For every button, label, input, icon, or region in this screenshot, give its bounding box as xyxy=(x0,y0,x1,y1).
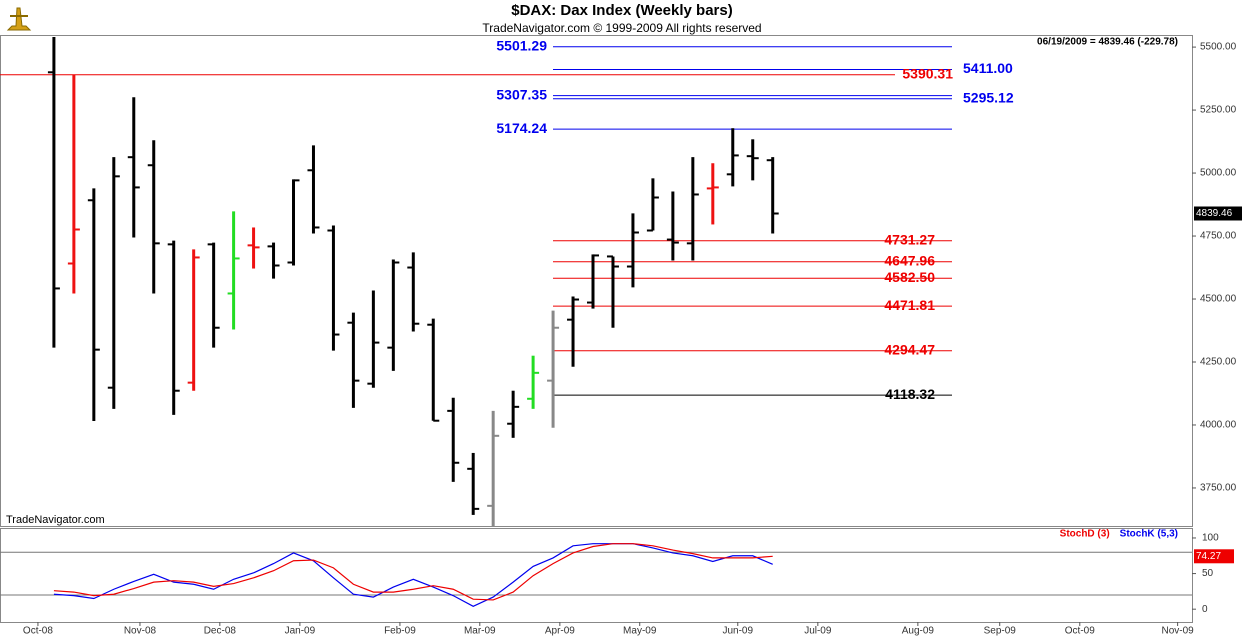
x-tick-label: Apr-09 xyxy=(545,626,575,637)
level-label: 4294.47 xyxy=(884,341,935,357)
level-label: 4647.96 xyxy=(884,252,935,268)
y-tick-label: 5250.00 xyxy=(1200,105,1237,116)
last-value-label: 74.27 xyxy=(1196,551,1221,562)
y-tick-label: 4500.00 xyxy=(1200,294,1237,305)
last-price-label: 4839.46 xyxy=(1196,208,1233,219)
chart-subtitle: TradeNavigator.com © 1999-2009 All right… xyxy=(482,21,761,35)
y-tick-label: 5000.00 xyxy=(1200,168,1237,179)
level-label: 5174.24 xyxy=(496,120,547,136)
x-tick-label: Sep-09 xyxy=(984,626,1017,637)
price-panel xyxy=(0,35,1193,527)
last-price-box xyxy=(1194,206,1242,221)
x-tick-label: Dec-08 xyxy=(204,626,237,637)
x-tick-label: Nov-09 xyxy=(1161,626,1194,637)
indicator-panel xyxy=(0,528,1193,623)
x-tick-label: Aug-09 xyxy=(902,626,935,637)
y-tick-label: 4250.00 xyxy=(1200,357,1237,368)
x-tick-label: Nov-08 xyxy=(124,626,157,637)
y-tick-label: 5500.00 xyxy=(1200,42,1237,53)
legend-entry: StochK (5,3) xyxy=(1120,529,1178,540)
status-text: 06/19/2009 = 4839.46 (-229.78) xyxy=(1037,37,1178,48)
x-tick-label: Jul-09 xyxy=(804,626,832,637)
y-tick-label: 4000.00 xyxy=(1200,420,1237,431)
level-label: 4582.50 xyxy=(884,269,935,285)
x-tick-label: Feb-09 xyxy=(384,626,416,637)
level-label: 5501.29 xyxy=(496,37,547,53)
y-tick-label: 0 xyxy=(1202,604,1208,615)
level-label: 4731.27 xyxy=(884,231,935,247)
logo-shape xyxy=(6,7,32,31)
x-tick-label: Jan-09 xyxy=(285,626,316,637)
level-label: 5307.35 xyxy=(496,86,547,102)
indicator-line xyxy=(53,543,773,608)
chart-title: $DAX: Dax Index (Weekly bars) xyxy=(511,2,732,19)
level-label: 5390.31 xyxy=(902,65,953,81)
indicator-line xyxy=(53,543,773,601)
y-tick-label: 100 xyxy=(1202,533,1219,544)
x-tick-label: Oct-09 xyxy=(1065,626,1095,637)
level-label: 5411.00 xyxy=(963,60,1013,76)
level-label: 4118.32 xyxy=(885,386,935,402)
y-tick-label: 50 xyxy=(1202,568,1214,579)
x-tick-label: Oct-08 xyxy=(23,626,53,637)
level-label: 5295.12 xyxy=(963,89,1014,105)
x-tick-label: May-09 xyxy=(623,626,657,637)
last-value-box xyxy=(1194,549,1234,564)
y-tick-label: 4750.00 xyxy=(1200,231,1237,242)
watermark: TradeNavigator.com xyxy=(6,514,105,526)
logo xyxy=(6,7,32,31)
x-tick-label: Jun-09 xyxy=(722,626,753,637)
x-tick-label: Mar-09 xyxy=(464,626,496,637)
y-tick-label: 3750.00 xyxy=(1200,483,1237,494)
level-label: 4471.81 xyxy=(884,297,935,313)
legend-entry: StochD (3) xyxy=(1060,529,1110,540)
